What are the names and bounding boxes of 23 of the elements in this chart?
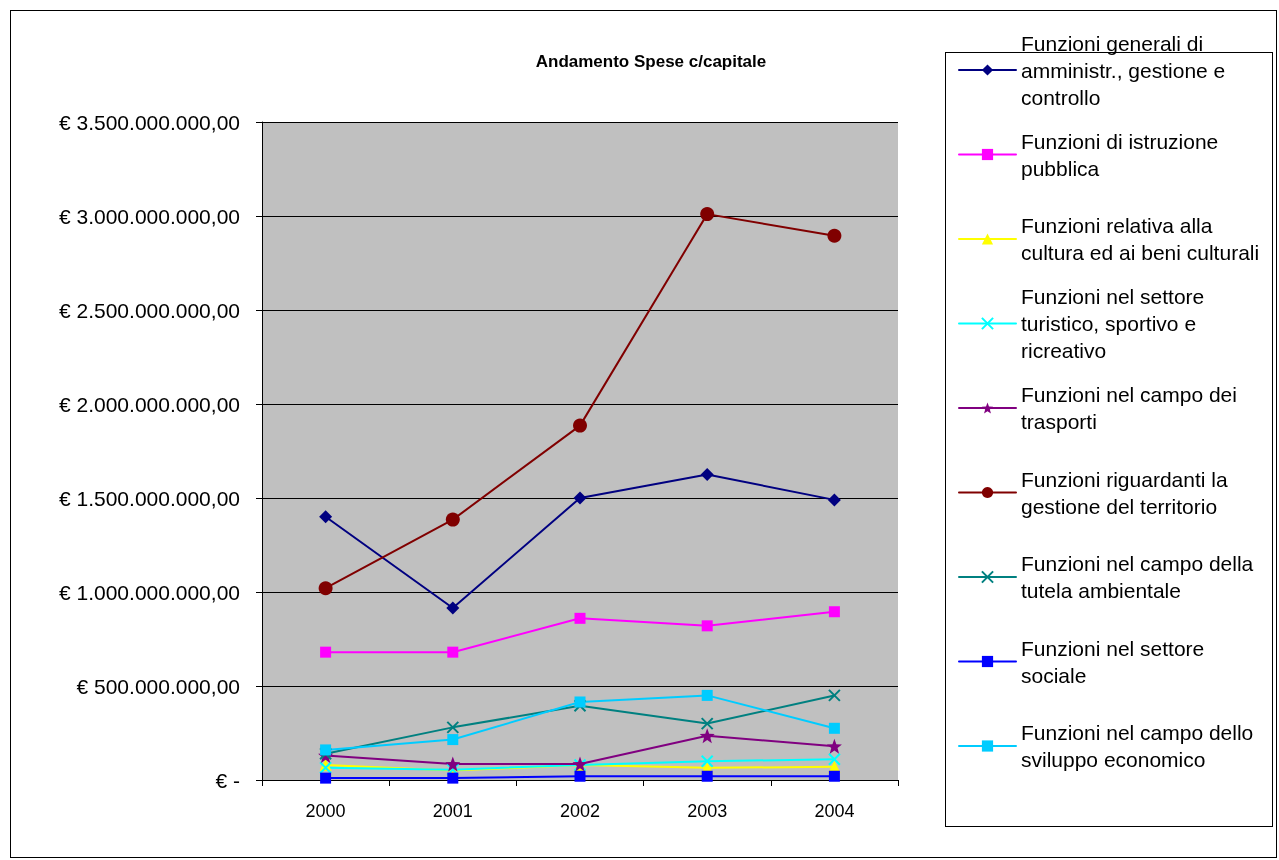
x-tick-label: 2003 bbox=[687, 801, 728, 821]
y-tick-label: € 500.000.000,00 bbox=[76, 674, 240, 698]
x-tick-label: 2000 bbox=[305, 801, 346, 821]
chart-title: Andamento Spese c/capitale bbox=[535, 52, 767, 71]
legend-label: Funzioni nel campo dei trasporti bbox=[1021, 383, 1237, 433]
legend-label: Funzioni riguardanti la gestione del territorio bbox=[1021, 467, 1228, 518]
x-tick-label: 2001 bbox=[432, 801, 473, 821]
legend-label: Funzioni generali di amministr., gestione e controllo bbox=[1021, 31, 1226, 109]
x-tick-label: 2004 bbox=[814, 801, 855, 821]
y-tick-label: € 3.000.000.000,00 bbox=[58, 204, 240, 228]
x-tick-label: 2002 bbox=[559, 801, 601, 821]
legend-label: Funzioni relativa alla cultura ed ai beni culturali bbox=[1021, 214, 1260, 264]
y-tick-label: € 2.500.000.000,00 bbox=[58, 298, 240, 322]
legend-label: Funzioni di istruzione pubblica bbox=[1021, 129, 1219, 180]
y-tick-label: € 1.500.000.000,00 bbox=[58, 486, 240, 510]
legend-label: Funzioni nel campo dello sviluppo economico bbox=[1021, 721, 1254, 771]
legend-label: Funzioni nel campo della tutela ambientale bbox=[1021, 552, 1254, 602]
legend-label: Funzioni nel settore sociale bbox=[1021, 636, 1205, 687]
y-tick-label: € 1.000.000.000,00 bbox=[58, 580, 240, 604]
y-tick-label: € 2.000.000.000,00 bbox=[58, 392, 240, 416]
y-tick-label: € 3.500.000.000,00 bbox=[58, 110, 240, 134]
y-tick-label: € - bbox=[215, 768, 240, 792]
legend-label: Funzioni nel settore turistico, sportivo e ricreativo bbox=[1021, 285, 1205, 362]
